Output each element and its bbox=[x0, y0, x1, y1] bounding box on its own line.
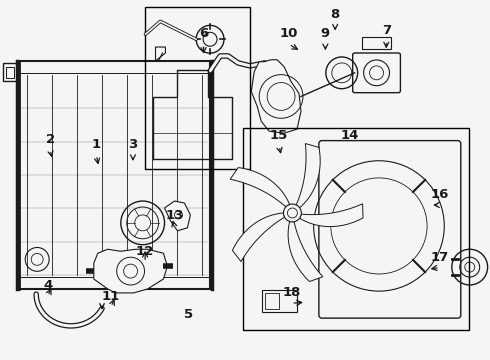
Bar bbox=[263, 291, 297, 312]
Polygon shape bbox=[251, 60, 301, 133]
Polygon shape bbox=[288, 221, 323, 282]
Text: 12: 12 bbox=[136, 245, 154, 258]
Polygon shape bbox=[165, 201, 191, 231]
Bar bbox=[3, 63, 17, 81]
Bar bbox=[362, 37, 392, 49]
Text: 5: 5 bbox=[184, 308, 194, 321]
Text: 9: 9 bbox=[321, 27, 330, 40]
Polygon shape bbox=[300, 204, 363, 226]
Text: 15: 15 bbox=[270, 129, 288, 142]
Polygon shape bbox=[232, 213, 285, 262]
Circle shape bbox=[283, 204, 301, 222]
Text: 18: 18 bbox=[282, 286, 300, 299]
Polygon shape bbox=[230, 167, 290, 207]
Text: 6: 6 bbox=[199, 27, 208, 40]
Polygon shape bbox=[94, 249, 168, 293]
Polygon shape bbox=[296, 144, 320, 208]
Bar bbox=[243, 128, 469, 330]
Text: 11: 11 bbox=[102, 290, 120, 303]
Bar bbox=[145, 7, 250, 169]
Text: 3: 3 bbox=[128, 138, 138, 151]
Text: 1: 1 bbox=[92, 138, 101, 151]
Bar bbox=[6, 67, 14, 78]
Text: 13: 13 bbox=[165, 210, 184, 222]
Text: 8: 8 bbox=[331, 8, 340, 21]
Text: 17: 17 bbox=[431, 251, 449, 264]
Bar bbox=[266, 293, 279, 309]
Text: 4: 4 bbox=[43, 279, 52, 292]
Text: 7: 7 bbox=[382, 24, 391, 37]
Text: 16: 16 bbox=[431, 188, 449, 201]
Text: 10: 10 bbox=[280, 27, 298, 40]
Text: 14: 14 bbox=[341, 129, 359, 142]
Text: 2: 2 bbox=[46, 133, 55, 146]
